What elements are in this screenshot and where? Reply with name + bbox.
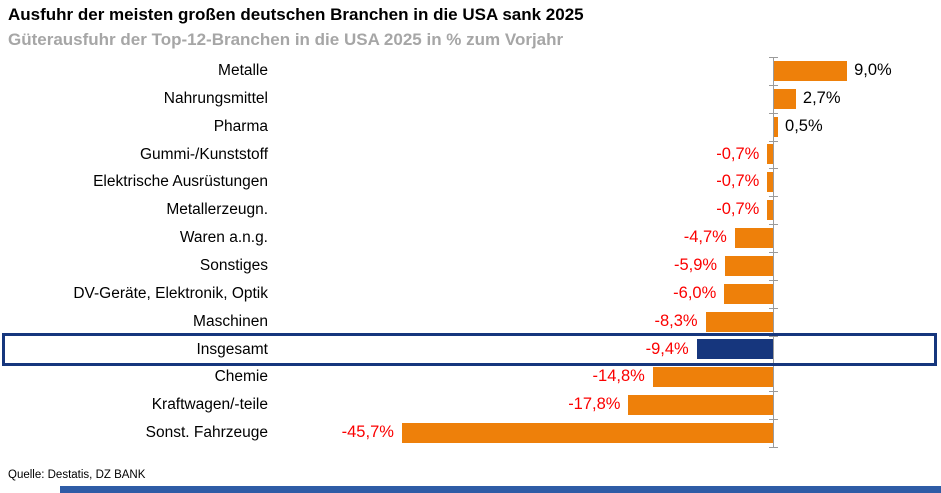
value-label: -0,7% xyxy=(716,200,760,219)
value-label: -5,9% xyxy=(673,255,718,274)
bar xyxy=(767,200,773,221)
zero-axis-line xyxy=(773,57,774,447)
source-note: Quelle: Destatis, DZ BANK xyxy=(8,469,146,481)
category-label: Waren a.n.g. xyxy=(179,229,268,247)
category-label: Chemie xyxy=(214,368,268,386)
value-label: -14,8% xyxy=(592,367,645,386)
category-label: Sonstiges xyxy=(199,256,268,274)
bottom-blue-strip xyxy=(60,486,941,493)
chart-title: Ausfuhr der meisten großen deutschen Bra… xyxy=(8,5,584,24)
category-label: Sonst. Fahrzeuge xyxy=(145,424,268,442)
category-label: Maschinen xyxy=(193,312,268,330)
category-label: DV-Geräte, Elektronik, Optik xyxy=(73,284,268,302)
bar xyxy=(734,228,773,249)
bar xyxy=(705,311,773,332)
category-label: Metallerzeugn. xyxy=(166,201,268,219)
value-label: 9,0% xyxy=(854,61,892,79)
axis-tick xyxy=(769,446,778,448)
category-label: Kraftwagen/-teile xyxy=(151,396,268,414)
highlight-box xyxy=(2,333,937,366)
value-label: -0,7% xyxy=(716,172,760,191)
value-label: -8,3% xyxy=(654,311,698,330)
bar xyxy=(652,367,773,388)
bar xyxy=(774,116,779,137)
bar xyxy=(628,395,773,416)
value-label: -17,8% xyxy=(568,395,621,414)
value-label: -6,0% xyxy=(673,283,717,302)
value-label: 2,7% xyxy=(802,88,841,107)
value-label: -9,4% xyxy=(645,339,689,358)
bar xyxy=(724,283,773,304)
bar xyxy=(774,88,796,109)
category-label: Pharma xyxy=(213,117,268,135)
value-label: -4,7% xyxy=(683,228,727,247)
category-label: Metalle xyxy=(218,62,268,79)
category-label: Nahrungsmittel xyxy=(163,89,268,107)
bar xyxy=(767,144,773,165)
value-label: -45,7% xyxy=(341,423,394,442)
bar xyxy=(767,172,773,193)
category-label: Insgesamt xyxy=(196,340,268,358)
bar xyxy=(774,60,848,81)
bar xyxy=(401,423,773,444)
category-label: Gummi-/Kunststoff xyxy=(139,145,268,163)
value-label: 0,5% xyxy=(785,116,823,135)
value-label: -0,7% xyxy=(716,144,760,163)
category-label: Elektrische Ausrüstungen xyxy=(93,173,268,191)
bar xyxy=(725,255,773,276)
chart-subtitle: Güterausfuhr der Top-12-Branchen in die … xyxy=(8,30,564,49)
bar xyxy=(696,339,773,360)
